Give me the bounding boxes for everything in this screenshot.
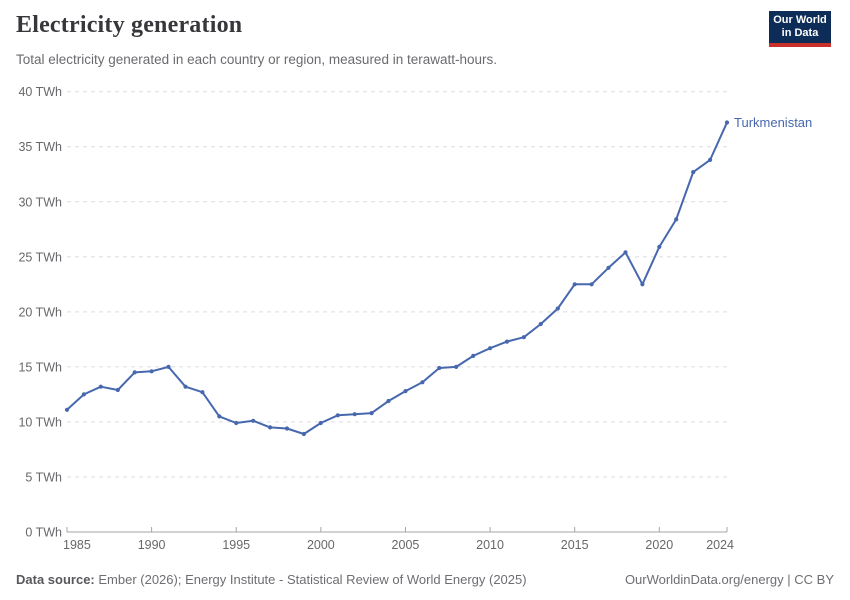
data-point: [251, 418, 256, 423]
x-tick-label: 1990: [138, 538, 166, 552]
data-point: [268, 425, 273, 430]
data-point: [352, 412, 357, 417]
data-point: [691, 170, 696, 175]
data-point: [657, 244, 662, 249]
data-point: [538, 321, 543, 327]
data-point: [318, 420, 323, 426]
data-point: [420, 380, 425, 385]
data-point: [521, 335, 527, 340]
data-point: [504, 339, 510, 344]
series-label[interactable]: Turkmenistan: [734, 115, 812, 130]
data-point: [386, 398, 391, 404]
data-point: [132, 370, 137, 375]
y-tick-label: 40 TWh: [18, 85, 62, 99]
data-point: [403, 389, 408, 394]
y-tick-label: 5 TWh: [25, 470, 62, 484]
data-source: Data source: Ember (2026); Energy Instit…: [16, 572, 527, 587]
data-point: [572, 282, 577, 287]
data-point: [217, 414, 222, 419]
data-point: [369, 411, 374, 416]
series-line-turkmenistan: [66, 121, 728, 435]
data-point: [335, 413, 340, 418]
x-tick-label: 1995: [222, 538, 250, 552]
data-point: [81, 392, 86, 397]
data-point: [115, 387, 120, 393]
data-point: [674, 217, 679, 222]
y-tick-label: 10 TWh: [18, 415, 62, 429]
x-tick-label: 1985: [63, 538, 91, 552]
data-point: [589, 282, 594, 287]
data-point: [454, 364, 459, 369]
data-point: [471, 353, 476, 358]
y-tick-label: 35 TWh: [18, 140, 62, 154]
page-title: Electricity generation: [16, 12, 243, 38]
y-tick-label: 15 TWh: [18, 360, 62, 374]
data-point: [555, 306, 560, 311]
data-point: [606, 265, 611, 270]
data-point: [200, 390, 205, 395]
data-point: [488, 346, 493, 351]
data-point: [284, 426, 290, 431]
data-point: [234, 420, 239, 426]
credit-link[interactable]: OurWorldinData.org/energy | CC BY: [624, 572, 834, 587]
x-tick-label: 2020: [645, 538, 673, 552]
x-tick-label: 2010: [476, 538, 504, 552]
y-tick-label: 0 TWh: [25, 526, 62, 540]
data-point: [724, 120, 730, 125]
y-tick-label: 25 TWh: [18, 250, 62, 264]
data-point: [640, 282, 645, 287]
data-point: [64, 407, 70, 412]
page-subtitle: Total electricity generated in each coun…: [16, 52, 497, 67]
x-tick-label: 2005: [392, 538, 420, 552]
data-point: [301, 431, 306, 437]
owid-logo-line2: in Data: [781, 27, 819, 39]
x-tick-label: 2015: [561, 538, 589, 552]
data-point: [166, 364, 171, 369]
owid-logo-line1: Our World: [773, 14, 827, 26]
x-tick-label: 2000: [307, 538, 335, 552]
data-source-label: Data source:: [16, 572, 95, 587]
data-point: [623, 250, 628, 255]
owid-logo[interactable]: Our World in Data: [769, 11, 831, 47]
y-tick-label: 30 TWh: [18, 195, 62, 209]
data-point: [183, 384, 188, 389]
chart-footer: Data source: Ember (2026); Energy Instit…: [0, 566, 850, 600]
x-tick-label: 2024: [706, 538, 734, 552]
data-point: [708, 157, 713, 162]
data-point: [98, 384, 103, 389]
y-tick-label: 20 TWh: [18, 305, 62, 319]
data-point: [437, 365, 442, 371]
data-source-text: Ember (2026); Energy Institute - Statist…: [94, 572, 527, 587]
data-point: [149, 369, 154, 374]
